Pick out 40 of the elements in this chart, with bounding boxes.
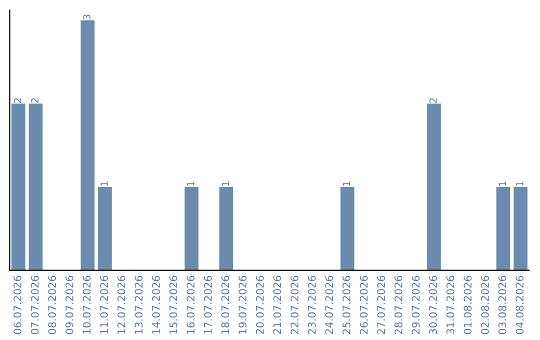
x-tick-label: 31.07.2026 xyxy=(446,276,454,334)
x-tick-label: 01.08.2026 xyxy=(464,276,472,334)
data-label: 2 xyxy=(429,98,437,103)
x-tick-label: 04.08.2026 xyxy=(516,276,524,334)
x-tick-label: 12.07.2026 xyxy=(117,276,126,334)
x-tick-label: 23.07.2026 xyxy=(308,276,316,334)
x-tick-label: 27.07.2026 xyxy=(377,276,386,334)
data-label: 2 xyxy=(14,98,22,103)
x-tick-label: 08.07.2026 xyxy=(48,276,56,334)
data-label: 1 xyxy=(100,182,108,186)
data-label: 3 xyxy=(83,14,90,20)
data-label: 1 xyxy=(342,182,350,186)
data-label: 1 xyxy=(516,182,524,186)
data-label: 1 xyxy=(498,182,506,186)
x-tick-label: 18.07.2026 xyxy=(221,276,230,334)
x-tick-label: 22.07.2026 xyxy=(290,276,298,334)
x-tick-label: 16.07.2026 xyxy=(186,276,195,334)
x-tick-label: 28.07.2026 xyxy=(394,276,402,334)
x-tick-label: 26.07.2026 xyxy=(360,276,368,334)
data-label: 2 xyxy=(31,98,38,103)
x-tick-label: 07.07.2026 xyxy=(30,276,39,334)
x-tick-label: 14.07.2026 xyxy=(152,276,160,334)
x-tick-label: 30.07.2026 xyxy=(429,276,437,334)
x-tick-label: 21.07.2026 xyxy=(273,276,282,334)
x-tick-label: 02.08.2026 xyxy=(481,276,489,334)
x-tick-label: 20.07.2026 xyxy=(256,276,264,334)
data-label: 1 xyxy=(222,182,229,186)
x-tick-label: 25.07.2026 xyxy=(342,276,350,334)
x-tick-label: 17.07.2026 xyxy=(204,276,212,334)
x-tick-label: 24.07.2026 xyxy=(325,276,334,334)
x-tick-label: 15.07.2026 xyxy=(169,276,178,334)
x-tick-label: 03.08.2026 xyxy=(498,276,506,334)
x-tick-label: 13.07.2026 xyxy=(134,276,143,334)
x-tick-label: 19.07.2026 xyxy=(238,276,247,334)
x-tick-label: 09.07.2026 xyxy=(65,276,74,334)
data-label: 1 xyxy=(187,182,194,186)
x-tick-label: 11.07.2026 xyxy=(100,276,108,334)
x-tick-label: 10.07.2026 xyxy=(82,276,91,334)
x-tick-label: 29.07.2026 xyxy=(412,276,420,334)
x-tick-label: 06.07.2026 xyxy=(14,276,22,334)
